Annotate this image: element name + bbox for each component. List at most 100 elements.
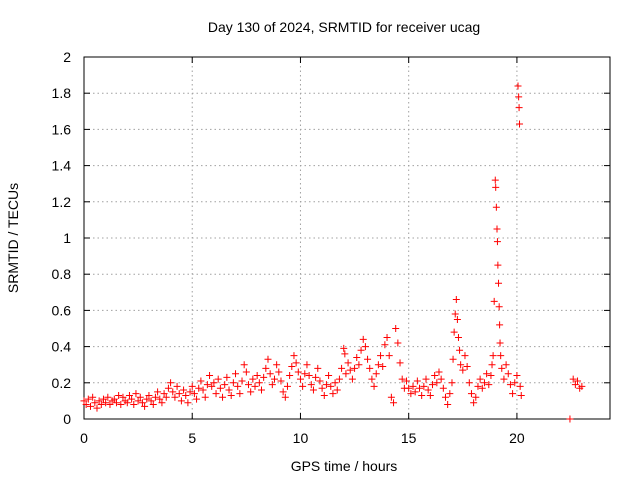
data-point <box>305 372 313 380</box>
data-point <box>110 395 118 403</box>
data-point <box>225 386 233 394</box>
data-point <box>106 401 114 409</box>
data-point <box>138 399 146 407</box>
data-point <box>366 364 374 372</box>
data-point <box>449 355 457 363</box>
data-point <box>496 339 504 347</box>
data-point <box>368 375 376 383</box>
data-point <box>182 391 190 399</box>
data-point <box>132 390 140 398</box>
data-point <box>186 388 194 396</box>
data-point <box>270 375 278 383</box>
data-point <box>490 297 498 305</box>
data-point <box>480 379 488 387</box>
data-point <box>472 393 480 401</box>
y-tick-label: 1 <box>63 230 71 246</box>
axis-ticks <box>83 56 610 420</box>
data-point <box>491 176 499 184</box>
data-point <box>495 303 503 311</box>
data-point <box>429 381 437 389</box>
data-point <box>571 381 579 389</box>
data-point <box>292 359 300 367</box>
data-point <box>171 393 179 401</box>
data-point <box>123 399 131 407</box>
data-point <box>216 384 224 392</box>
data-point <box>493 225 501 233</box>
data-point <box>156 395 164 403</box>
data-point <box>188 382 196 390</box>
data-point <box>84 395 92 403</box>
x-axis-label: GPS time / hours <box>291 458 398 474</box>
data-point <box>117 401 125 409</box>
data-point <box>190 390 198 398</box>
data-point <box>346 366 354 374</box>
data-point <box>219 393 227 401</box>
data-point <box>245 381 253 389</box>
data-point <box>431 372 439 380</box>
data-point <box>344 359 352 367</box>
data-point <box>93 404 101 412</box>
data-point <box>86 402 94 410</box>
data-point <box>104 393 112 401</box>
data-point <box>377 352 385 360</box>
data-point <box>420 382 428 390</box>
data-point <box>154 388 162 396</box>
data-point <box>488 361 496 369</box>
data-point <box>112 399 120 407</box>
data-point <box>456 346 464 354</box>
data-point <box>327 382 335 390</box>
data-point <box>164 384 172 392</box>
data-point <box>476 375 484 383</box>
data-point <box>322 381 330 389</box>
data-point <box>446 390 454 398</box>
data-point <box>502 361 510 369</box>
data-point <box>517 391 525 399</box>
data-point <box>355 361 363 369</box>
data-point <box>234 382 242 390</box>
data-point <box>145 391 153 399</box>
data-points <box>80 82 586 423</box>
data-point <box>128 395 136 403</box>
data-point <box>320 391 328 399</box>
data-point <box>351 364 359 372</box>
data-point <box>273 361 281 369</box>
data-point <box>286 372 294 380</box>
data-point <box>413 377 421 385</box>
data-point <box>255 379 263 387</box>
data-point <box>483 370 491 378</box>
data-point <box>515 104 523 112</box>
data-point <box>149 401 157 409</box>
data-point <box>342 370 350 378</box>
data-point <box>80 397 88 405</box>
data-point <box>578 382 586 390</box>
data-point <box>294 368 302 376</box>
data-point <box>569 375 577 383</box>
data-point <box>411 388 419 396</box>
data-point <box>492 183 500 191</box>
data-point <box>407 390 415 398</box>
data-point <box>452 296 460 304</box>
data-point <box>227 391 235 399</box>
data-point <box>312 373 320 381</box>
data-point <box>335 375 343 383</box>
data-point <box>381 341 389 349</box>
data-point <box>247 388 255 396</box>
data-point <box>214 375 222 383</box>
data-point <box>492 203 500 211</box>
y-tick-label: 0 <box>63 411 71 427</box>
data-point <box>141 402 149 410</box>
data-point <box>500 375 508 383</box>
data-point <box>353 353 361 361</box>
data-point <box>314 364 322 372</box>
data-point <box>97 401 105 409</box>
data-point <box>283 382 291 390</box>
data-point <box>95 397 103 405</box>
data-point <box>426 391 434 399</box>
y-tick-label: 1.4 <box>52 158 72 174</box>
data-point <box>199 386 207 394</box>
data-point <box>253 372 261 380</box>
data-point <box>424 386 432 394</box>
data-point <box>372 370 380 378</box>
data-point <box>229 379 237 387</box>
